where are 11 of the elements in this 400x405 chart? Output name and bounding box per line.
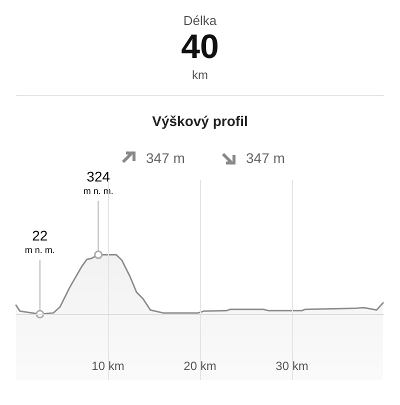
chart-title: Výškový profil: [151, 113, 249, 129]
annotation: 22 m n. m.: [24, 228, 55, 256]
text: 40: [180, 28, 220, 67]
text: km: [191, 68, 209, 82]
text: 347 m: [246, 150, 285, 166]
text: Délka: [182, 13, 218, 28]
text: 347 m: [146, 150, 185, 166]
x-tick-label: 10 km: [92, 359, 124, 373]
annotation: 324 m n. m.: [83, 168, 114, 196]
x-tick-label: 20 km: [184, 359, 216, 373]
x-tick-label: 30 km: [276, 359, 308, 373]
